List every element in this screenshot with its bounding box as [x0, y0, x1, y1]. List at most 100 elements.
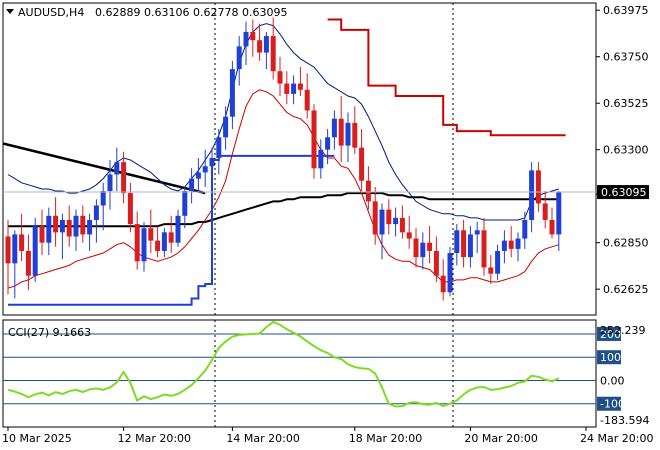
candle-body	[53, 215, 59, 233]
candle	[352, 106, 358, 154]
candle	[182, 186, 188, 229]
candle-body	[127, 193, 133, 225]
candle-body	[433, 250, 439, 276]
candle	[127, 182, 133, 233]
moving-average-line	[8, 192, 559, 228]
candle-body	[508, 240, 514, 249]
time-tick-label: 10 Mar 2025	[2, 432, 72, 445]
candle	[257, 23, 263, 61]
symbol-dropdown-icon[interactable]	[6, 9, 14, 14]
candle	[46, 207, 52, 256]
candle	[393, 207, 399, 237]
candle	[318, 139, 324, 179]
price-tick-label: 0.63750	[603, 51, 649, 64]
candle-body	[270, 36, 276, 72]
candle-body	[168, 232, 174, 243]
candle	[297, 67, 303, 96]
candle-body	[25, 250, 31, 276]
candle-body	[297, 83, 303, 90]
candle-body	[365, 180, 371, 202]
candle	[420, 232, 426, 270]
candle-body	[155, 240, 161, 251]
candle-body	[73, 215, 79, 237]
candle-body	[427, 242, 433, 251]
candle-body	[209, 157, 215, 167]
candle	[406, 215, 412, 249]
candle	[263, 31, 269, 70]
candle-body	[474, 230, 480, 235]
candle	[549, 207, 555, 239]
candle-body	[148, 228, 154, 241]
candle-body	[175, 215, 181, 243]
candle	[5, 219, 11, 295]
candle-body	[304, 89, 310, 111]
candle	[386, 199, 392, 235]
candle-body	[372, 201, 378, 235]
candle-body	[542, 203, 548, 220]
candle-body	[223, 116, 229, 138]
candle-body	[535, 170, 541, 204]
candle-body	[379, 209, 385, 235]
candle	[202, 149, 208, 187]
candle	[284, 71, 290, 105]
candle-body	[39, 226, 45, 243]
candle-body	[291, 83, 297, 94]
candle	[365, 166, 371, 210]
candle	[522, 211, 528, 249]
candle	[359, 129, 365, 192]
candle-body	[495, 250, 501, 274]
cci-pane: CCI(27) 9.1663 200 100 0.00 -100 252.239 -1…	[2, 319, 649, 428]
cci-pane-frame	[2, 319, 597, 428]
candle-body	[393, 217, 399, 225]
cci-line	[7, 320, 560, 408]
candle	[93, 199, 99, 243]
candle	[311, 104, 317, 179]
candle	[399, 205, 405, 239]
candle	[195, 157, 201, 194]
candle-body	[202, 166, 208, 173]
candle	[243, 21, 249, 65]
candle	[216, 129, 222, 175]
candle	[168, 215, 174, 254]
candle-body	[461, 230, 467, 258]
price-axis: 0.639750.637500.635250.633000.630850.628…	[596, 4, 649, 296]
candle-body	[406, 232, 412, 239]
cci-level-label: -100	[600, 398, 625, 411]
candle-body	[250, 31, 256, 41]
candle-body	[522, 219, 528, 239]
cci-level-label: 0.00	[600, 374, 625, 387]
candle-body	[413, 238, 419, 258]
candle-body	[467, 234, 473, 258]
candle-body	[263, 36, 269, 53]
candle	[515, 232, 521, 262]
candle-body	[338, 118, 344, 146]
candle-body	[80, 215, 86, 235]
candle	[223, 106, 229, 150]
candle	[474, 222, 480, 254]
candle-body	[19, 234, 25, 251]
candle-body	[189, 178, 195, 192]
candle	[345, 112, 351, 163]
candle	[413, 228, 419, 268]
candle-body	[515, 238, 521, 249]
candle	[107, 160, 113, 210]
trendline	[2, 142, 206, 195]
time-tick-label: 12 Mar 20:00	[118, 432, 191, 445]
candle-body	[454, 230, 460, 254]
candle	[447, 246, 453, 297]
candle	[501, 230, 507, 264]
candle	[250, 19, 256, 57]
candle	[12, 230, 18, 299]
cci-max-tag: 252.239	[600, 324, 646, 337]
candle-body	[5, 236, 11, 264]
candle	[189, 168, 195, 204]
candle-body	[216, 137, 222, 158]
cci-axis: 200 100 0.00 -100	[597, 326, 625, 411]
time-tick-label: 18 Mar 20:00	[349, 432, 422, 445]
candle-body	[447, 253, 453, 293]
candle	[325, 129, 331, 165]
candle	[141, 222, 147, 272]
candle	[87, 213, 93, 251]
candle-body	[556, 192, 562, 235]
candle-body	[107, 174, 113, 192]
